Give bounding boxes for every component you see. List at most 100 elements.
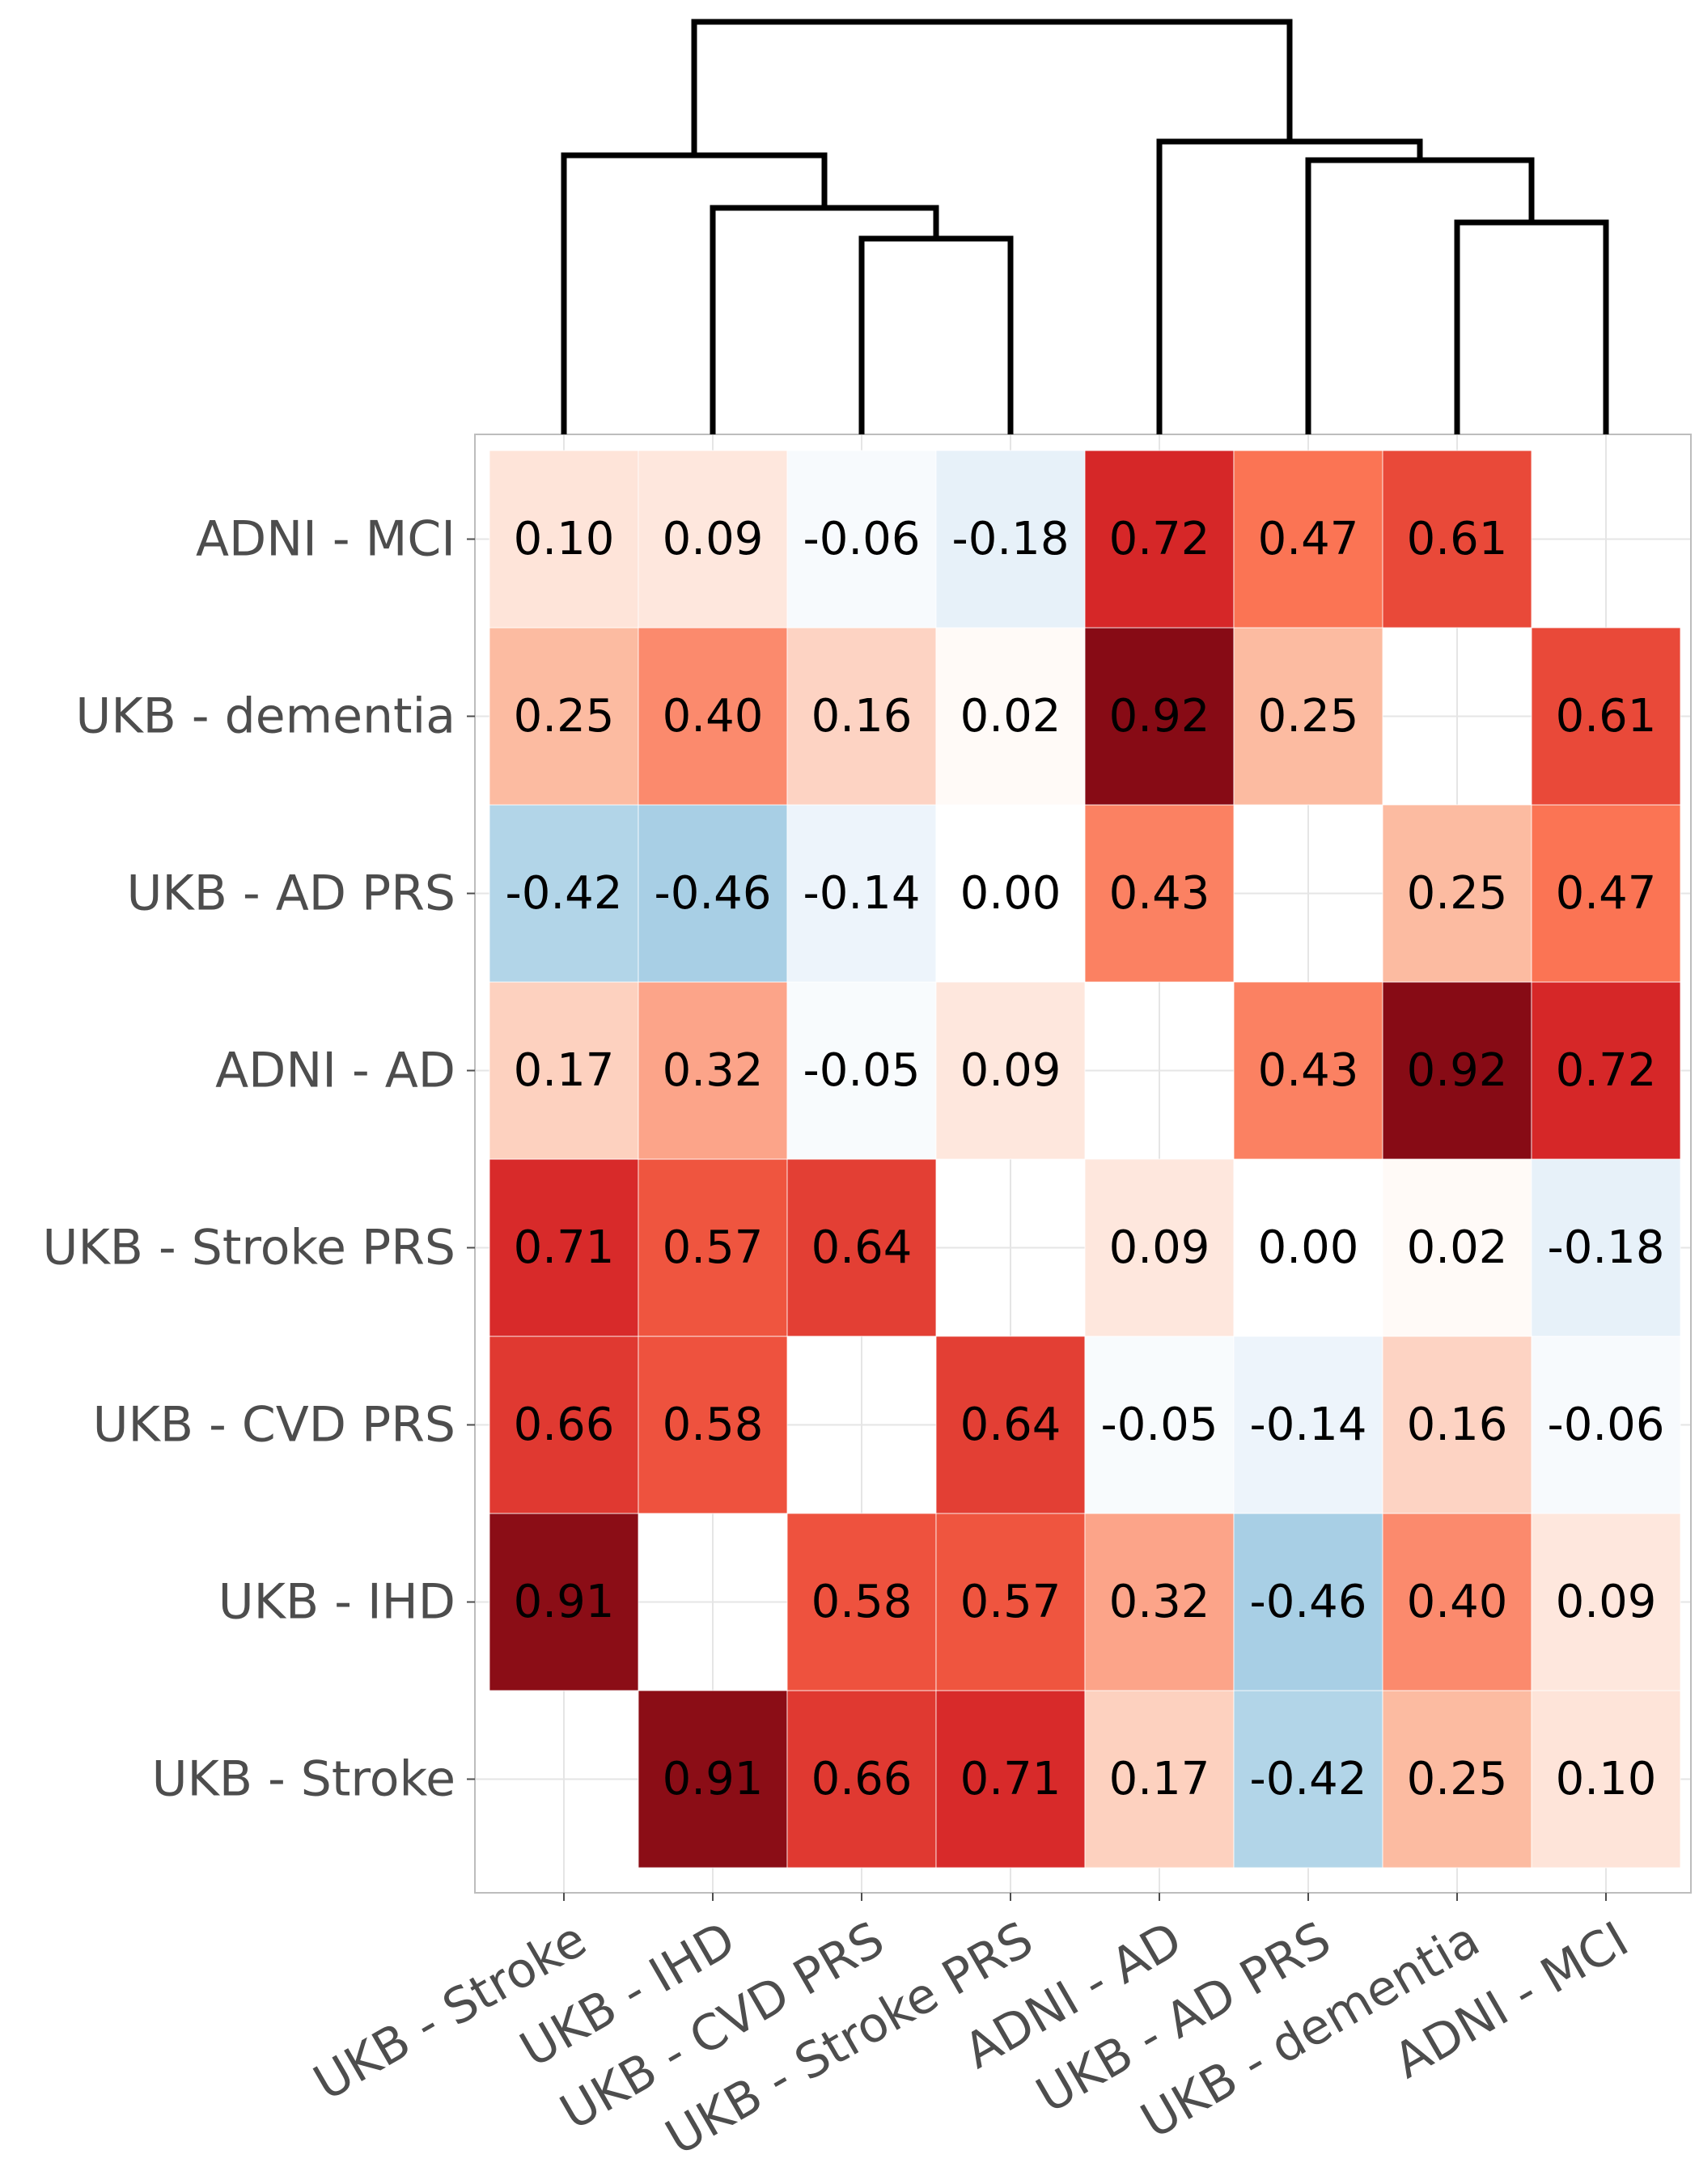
cell-value-label: 0.32 bbox=[663, 1044, 764, 1097]
cell-value-label: 0.43 bbox=[1258, 1044, 1359, 1097]
heatmap-cell bbox=[1233, 627, 1383, 806]
heatmap-cell bbox=[489, 981, 639, 1160]
cell-value-label: 0.72 bbox=[1556, 1044, 1657, 1097]
cell-value-label: -0.14 bbox=[1250, 1399, 1367, 1451]
cell-value-label: 0.10 bbox=[1556, 1753, 1657, 1805]
heatmap-cell bbox=[1233, 1335, 1383, 1514]
cell-value-label: -0.18 bbox=[952, 513, 1070, 565]
cell-value-label: 0.09 bbox=[960, 1044, 1061, 1097]
heatmap-cell bbox=[1084, 627, 1235, 806]
cell-value-label: 0.71 bbox=[960, 1753, 1061, 1805]
cell-value-label: 0.47 bbox=[1258, 513, 1359, 565]
cell-value-label: 0.25 bbox=[514, 690, 615, 743]
dendrogram-branch bbox=[691, 19, 1293, 155]
heatmap-cell bbox=[638, 1690, 788, 1869]
y-axis-tick-label: ADNI - MCI bbox=[196, 511, 455, 568]
cell-value-label: 0.64 bbox=[811, 1221, 913, 1274]
heatmap-cell bbox=[786, 1158, 937, 1337]
y-axis-tick-label: ADNI - AD bbox=[215, 1043, 455, 1099]
heatmap-cell bbox=[1233, 1158, 1383, 1337]
cell-value-label: 0.09 bbox=[1556, 1576, 1657, 1628]
cell-value-label: 0.02 bbox=[1407, 1221, 1508, 1274]
heatmap-cell bbox=[1382, 450, 1532, 629]
heatmap-cell bbox=[786, 1513, 937, 1691]
heatmap-cell bbox=[638, 1335, 788, 1514]
cell-value-label: -0.05 bbox=[1101, 1399, 1218, 1451]
cell-value-label: 0.16 bbox=[811, 690, 913, 743]
heatmap-cell bbox=[1084, 450, 1235, 629]
cell-value-label: -0.46 bbox=[1250, 1576, 1367, 1628]
cell-value-label: 0.09 bbox=[1109, 1221, 1210, 1274]
heatmap-cell bbox=[1382, 1690, 1532, 1869]
y-axis-tick-label: UKB - CVD PRS bbox=[93, 1397, 455, 1454]
cell-value-label: 0.57 bbox=[960, 1576, 1061, 1628]
heatmap-cell bbox=[1233, 1690, 1383, 1869]
y-axis-tick-label: UKB - AD PRS bbox=[127, 866, 456, 922]
panel-border bbox=[474, 434, 1692, 1894]
heatmap-cell bbox=[1084, 1335, 1235, 1514]
y-axis-tick-labels: UKB - Stroke UKB - IHD UKB - CVD PRS UKB - … bbox=[43, 511, 455, 1808]
heatmap-cell bbox=[935, 627, 1086, 806]
axis-ticks bbox=[467, 538, 1607, 1901]
heatmap-cells bbox=[489, 450, 1681, 1869]
heatmap-cell bbox=[1084, 804, 1235, 983]
heatmap-cell bbox=[1233, 981, 1383, 1160]
heatmap-cell bbox=[935, 981, 1086, 1160]
y-axis-tick-label: UKB - IHD bbox=[218, 1574, 455, 1631]
cell-value-label: 0.10 bbox=[514, 513, 615, 565]
cell-value-label: -0.46 bbox=[655, 867, 772, 920]
cell-value-label: 0.92 bbox=[1407, 1044, 1508, 1097]
cell-value-label: 0.71 bbox=[514, 1221, 615, 1274]
dendrogram bbox=[561, 19, 1609, 434]
cell-value-label: -0.14 bbox=[803, 867, 921, 920]
heatmap-cell bbox=[1233, 450, 1383, 629]
heatmap-cell bbox=[1382, 1158, 1532, 1337]
heatmap-cell bbox=[786, 804, 937, 983]
heatmap-cell bbox=[1531, 1335, 1681, 1514]
heatmap-cell bbox=[1531, 1158, 1681, 1337]
cell-value-label: 0.72 bbox=[1109, 513, 1210, 565]
cell-value-label: -0.18 bbox=[1548, 1221, 1665, 1274]
heatmap-cell bbox=[1084, 1690, 1235, 1869]
heatmap-cell bbox=[1084, 1513, 1235, 1691]
heatmap-cell bbox=[1084, 1158, 1235, 1337]
cell-value-label: 0.92 bbox=[1109, 690, 1210, 743]
cell-value-label: 0.25 bbox=[1407, 867, 1508, 920]
cell-value-label: 0.40 bbox=[1407, 1576, 1508, 1628]
heatmap-cell bbox=[489, 804, 639, 983]
heatmap-cell bbox=[1382, 981, 1532, 1160]
heatmap-cell bbox=[786, 981, 937, 1160]
cell-value-label: 0.00 bbox=[960, 867, 1061, 920]
cell-value-label: 0.09 bbox=[663, 513, 764, 565]
cell-value-label: 0.32 bbox=[1109, 1576, 1210, 1628]
cell-value-label: -0.42 bbox=[506, 867, 623, 920]
heatmap-cell bbox=[1531, 1513, 1681, 1691]
cell-value-label: 0.57 bbox=[663, 1221, 764, 1274]
heatmap-cell bbox=[935, 1513, 1086, 1691]
cell-value-label: 0.58 bbox=[811, 1576, 913, 1628]
heatmap-cell bbox=[638, 627, 788, 806]
cell-value-label: 0.66 bbox=[514, 1399, 615, 1451]
cell-value-label: 0.43 bbox=[1109, 867, 1210, 920]
y-axis-tick-label: UKB - Stroke bbox=[152, 1751, 455, 1808]
heatmap-cell bbox=[1531, 1690, 1681, 1869]
cell-value-label: 0.91 bbox=[514, 1576, 615, 1628]
cell-value-label: 0.25 bbox=[1407, 1753, 1508, 1805]
cell-value-label: 0.61 bbox=[1556, 690, 1657, 743]
y-axis-tick-label: UKB - dementia bbox=[75, 688, 455, 745]
cell-value-label: 0.64 bbox=[960, 1399, 1061, 1451]
heatmap-cell bbox=[638, 804, 788, 983]
cell-value-label: 0.17 bbox=[1109, 1753, 1210, 1805]
cell-value-label: -0.06 bbox=[1548, 1399, 1665, 1451]
y-axis-tick-label: UKB - Stroke PRS bbox=[43, 1220, 455, 1276]
cell-value-label: 0.61 bbox=[1407, 513, 1508, 565]
cell-value-label: 0.66 bbox=[811, 1753, 913, 1805]
heatmap-cell bbox=[935, 1335, 1086, 1514]
heatmap-cell bbox=[1531, 627, 1681, 806]
cell-value-label: 0.17 bbox=[514, 1044, 615, 1097]
heatmap-cell bbox=[1531, 804, 1681, 983]
heatmap-cell bbox=[1382, 1335, 1532, 1514]
heatmap-cell bbox=[489, 1513, 639, 1691]
heatmap-cell bbox=[638, 450, 788, 629]
